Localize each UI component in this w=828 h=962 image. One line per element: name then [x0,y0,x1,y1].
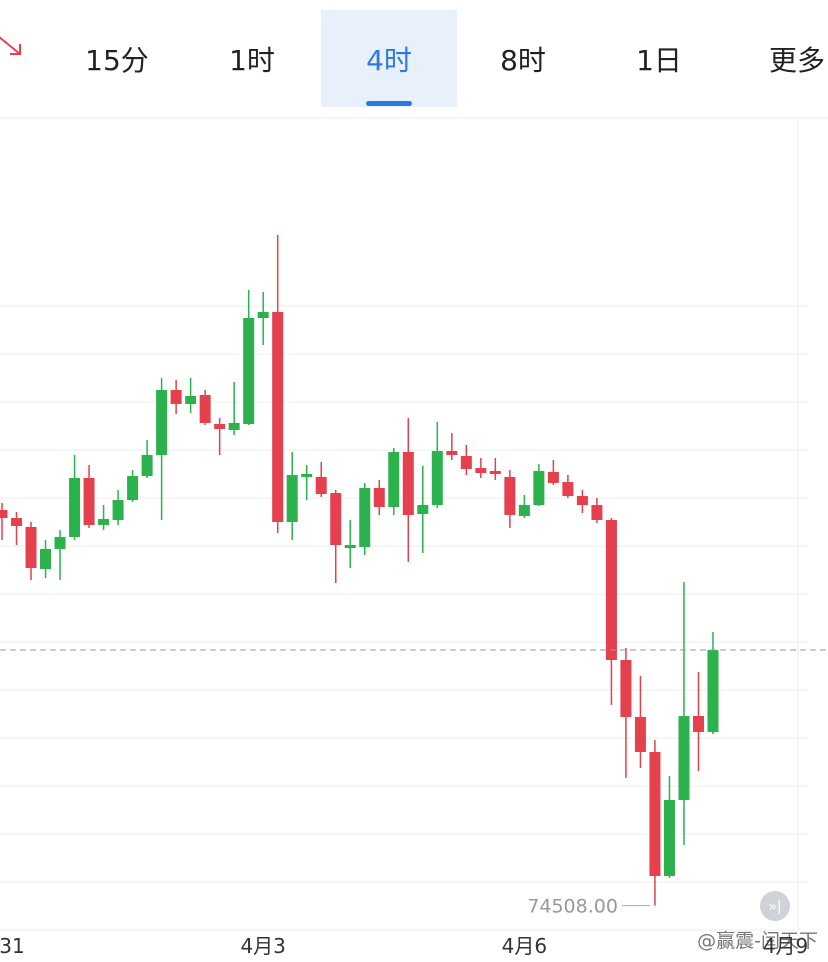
candle-body [431,451,443,506]
trend-icon-head [10,44,21,55]
x-tick-label: 月31 [0,934,25,958]
candle-body [605,519,617,660]
candle-body [156,390,168,455]
candle-body [170,390,182,405]
candle-body [373,488,385,507]
x-tick-label: 4月3 [240,934,285,958]
candle-body [0,510,8,519]
scroll-end-button[interactable] [760,891,790,921]
tab[interactable]: 1日 [636,43,682,77]
watermark: @赢震-闫天下 [697,930,818,952]
candle-body [620,660,632,717]
tab[interactable]: 4时 [321,10,457,107]
candle-body [388,452,400,507]
candle-body [141,454,153,477]
candle-body [98,518,110,525]
candle-body [54,536,66,549]
candle-body [199,394,211,423]
candle-body [11,518,23,526]
tab-indicator [366,101,412,106]
candle-body [40,548,52,569]
candle-body [301,474,313,477]
x-tick-label: 4月9 [763,934,808,958]
candle-body [243,318,255,424]
tab[interactable]: 1时 [229,43,275,77]
tab[interactable]: 8时 [500,43,546,77]
candle-body [127,476,139,501]
candle-body [228,422,240,430]
candle-body [185,396,197,405]
candle-body [489,470,501,474]
candle-body [446,451,458,455]
tab[interactable]: 15分 [85,43,149,77]
scroll-end-icon: »| [768,899,781,915]
candle-body [402,452,414,515]
candle-body [460,456,472,470]
candle-body [663,800,675,876]
candle-body [272,312,284,522]
candle-body [649,752,661,876]
candle-body [475,468,487,473]
candle-body [707,650,719,732]
candle-body [214,423,226,429]
candle-body [330,493,342,545]
candle-body [112,500,124,520]
candle-body [591,505,603,520]
candle-body [359,488,371,548]
candle-body [286,475,298,522]
candle-body [504,476,516,515]
candle-body [25,526,37,568]
low-label: 74508.00 [527,896,618,918]
trend-icon [0,36,21,55]
candle-body [257,312,269,318]
candle-body [315,476,327,495]
candle-body [692,716,704,732]
candle-body [83,477,95,525]
x-tick-label: 4月6 [502,934,547,958]
tab[interactable]: 更多 [768,43,825,77]
candle-body [533,470,545,506]
candle-body [576,495,588,506]
candle-body [417,505,429,514]
candle-body [562,482,574,496]
candle-body [518,505,530,516]
candle-body [678,716,690,801]
candle-body [344,544,356,549]
candle-body [634,716,646,753]
candle-body [547,471,559,483]
candle-body [69,477,81,537]
